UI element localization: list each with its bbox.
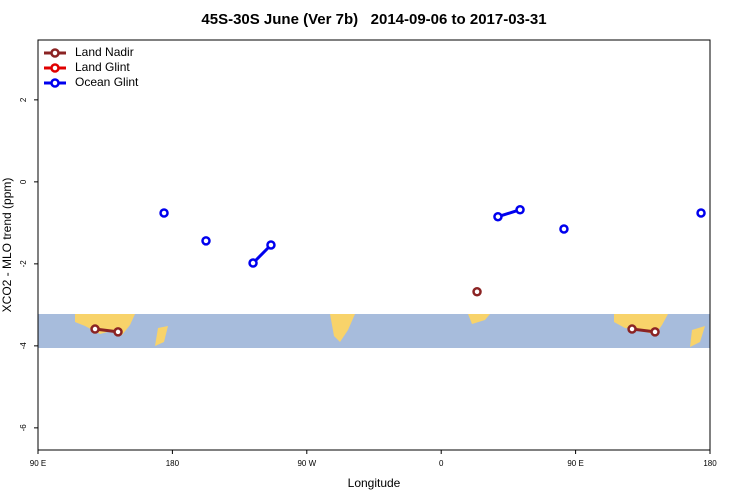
land	[330, 314, 355, 342]
legend-label: Land Glint	[75, 60, 130, 74]
x-tick-label: 90 E	[30, 459, 46, 468]
y-tick-label: -4	[19, 342, 28, 350]
x-tick-label: 90 E	[567, 459, 583, 468]
ocean	[38, 314, 710, 348]
y-axis-label: XCO2 - MLO trend (ppm)	[0, 178, 14, 313]
point	[627, 324, 637, 334]
x-tick-label: 0	[439, 459, 444, 468]
legend-marker	[50, 78, 60, 88]
legend-label: Land Nadir	[75, 45, 134, 59]
y-tick-label: -2	[19, 260, 28, 268]
point	[515, 204, 525, 215]
series-line	[253, 210, 701, 263]
x-tick-label: 90 W	[297, 459, 316, 468]
y-tick-label: 0	[19, 179, 28, 184]
point	[559, 224, 569, 234]
legend-marker	[50, 63, 60, 73]
legend-label: Ocean Glint	[75, 75, 139, 89]
x-axis-label: Longitude	[348, 476, 401, 490]
chart-title: 45S-30S June (Ver 7b) 2014-09-06 to 2017…	[201, 11, 546, 28]
y-tick-label: 2	[19, 97, 28, 102]
point	[472, 286, 482, 297]
map-background	[38, 314, 710, 348]
point	[493, 211, 503, 222]
legend-marker	[50, 48, 60, 58]
point	[201, 236, 211, 246]
point	[248, 258, 258, 268]
point	[650, 327, 660, 337]
point	[266, 240, 276, 250]
land	[468, 314, 490, 324]
point	[159, 208, 169, 218]
y-tick-label: -6	[19, 424, 28, 432]
land	[690, 326, 705, 347]
point	[696, 208, 706, 218]
point	[113, 327, 123, 337]
plot-frame	[37, 39, 711, 451]
land	[155, 326, 168, 346]
x-tick-label: 180	[703, 459, 717, 468]
x-tick-label: 180	[166, 459, 180, 468]
point	[90, 324, 100, 334]
